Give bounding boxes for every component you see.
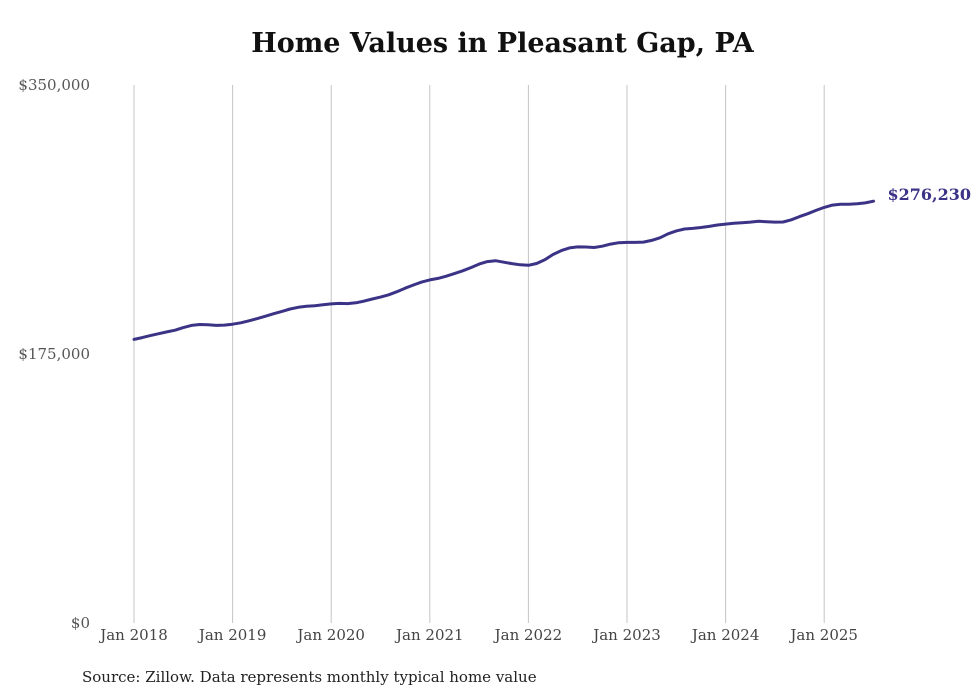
x-tick-label: Jan 2022 [493, 626, 563, 644]
home-value-line [132, 199, 875, 341]
x-tick-label: Jan 2025 [788, 626, 858, 644]
y-tick-label: $350,000 [18, 76, 90, 94]
grid-lines [133, 85, 825, 623]
latest-value-label: $276,230 [888, 185, 972, 204]
x-tick-label: Jan 2018 [98, 626, 168, 644]
x-tick-label: Jan 2020 [295, 626, 365, 644]
x-tick-label: Jan 2021 [394, 626, 464, 644]
y-axis-ticks: $0 $175,000 $350,000 [18, 76, 90, 632]
chart-title: Home Values in Pleasant Gap, PA [251, 28, 754, 59]
x-tick-label: Jan 2024 [690, 626, 760, 644]
y-tick-label: $175,000 [18, 345, 90, 363]
x-tick-label: Jan 2019 [197, 626, 267, 644]
x-tick-label: Jan 2023 [591, 626, 661, 644]
source-note: Source: Zillow. Data represents monthly … [82, 668, 537, 686]
y-tick-label: $0 [71, 614, 90, 632]
x-axis-ticks: Jan 2018 Jan 2019 Jan 2020 Jan 2021 Jan 2022… [98, 626, 858, 644]
